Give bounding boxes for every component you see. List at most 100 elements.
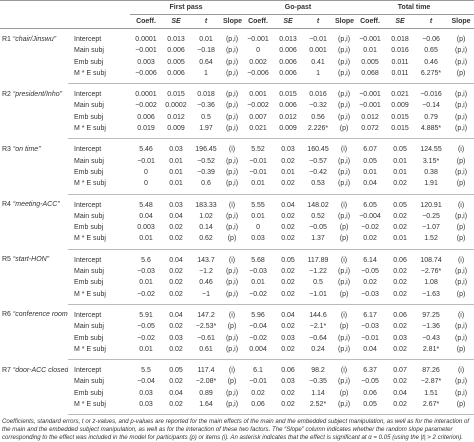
cell: 0.02 [393, 279, 407, 287]
cell: 0.01 [386, 233, 415, 250]
cell: 0.02 [281, 212, 295, 220]
effect-label: Intercept [74, 367, 102, 375]
table-row: R5 “start-HON” Intercept 5.6 0.04 143.7 (i) 5.… [0, 249, 474, 266]
cell: (i) [457, 201, 465, 209]
cell: 0.06 [363, 389, 377, 397]
cell: (p,i) [337, 268, 351, 276]
cell: 0.015 [279, 91, 297, 99]
cell: 0.02 [393, 224, 407, 232]
cell: 0.05 [363, 157, 377, 165]
cell: (p,i) [225, 91, 239, 99]
column-header-row: Coeff. SE t Slope Coeff. SE t Slope Coeff. SE t Slo… [0, 14, 474, 29]
cell: 0.009 [162, 123, 190, 140]
cell: 0.007 [249, 113, 267, 121]
cell: 6.1 [253, 367, 263, 375]
cell: 120.91 [420, 201, 442, 209]
cell: (i) [340, 367, 348, 375]
cell: 108.74 [420, 256, 442, 264]
table-row: R7 “door-ACC closed” Intercept 5.5 0.05 117.… [0, 360, 474, 377]
cell: (p,i) [225, 102, 239, 110]
cell: 0.03 [169, 146, 183, 154]
effect-label: Intercept [74, 91, 102, 99]
cell: (p,i) [337, 334, 351, 342]
cell: (p,i) [225, 279, 239, 287]
cell: 0.38 [424, 168, 438, 176]
cell: 0.03 [139, 389, 153, 397]
cell: 1.37 [302, 233, 335, 250]
cell: 0.52 [311, 212, 325, 220]
cell: −0.42 [309, 168, 327, 176]
cell: (p,i) [455, 279, 468, 287]
cell: (p,i) [455, 212, 468, 220]
cell: (p) [456, 224, 466, 232]
cell: (i) [228, 311, 236, 319]
cell: 0.04 [354, 343, 387, 361]
group-header: First pass [130, 0, 243, 15]
cell: 0.012 [167, 113, 185, 121]
results-table: First pass Go-past Total time Coeff. SE t Slo… [0, 0, 474, 416]
effect-label: Emb subj [74, 389, 104, 397]
table-row: Emb subj 0.003 0.005 0.64 (p,i) 0.002 0.006 0.4… [0, 57, 474, 68]
cell: 5.48 [139, 201, 153, 209]
cell: (p,i) [337, 113, 351, 121]
cell: 124.55 [420, 146, 442, 154]
cell: 0.015 [167, 91, 185, 99]
cell: 0.6 [190, 178, 222, 195]
effect-label: Emb subj [74, 334, 104, 342]
column-header: t [190, 14, 222, 29]
cell: (p,i) [334, 399, 355, 416]
cell: 0.65 [424, 47, 438, 55]
cell: (p) [339, 323, 349, 331]
effect-label: Intercept [74, 201, 102, 209]
cell: −0.02 [242, 288, 275, 305]
cell: 117.89 [307, 256, 329, 264]
effect-label: Main subj [74, 47, 104, 55]
region-label: R2 “president/Inho” [0, 84, 68, 139]
cell: (p) [448, 343, 474, 361]
cell: −0.002 [247, 102, 269, 110]
region-name: “chair/Jinswu” [12, 36, 57, 43]
table-row: M * E subj −0.006 0.006 1 (p,i) −0.006 0.006 1(… [0, 67, 474, 85]
region-label: R1 “chair/Jinswu” [0, 29, 68, 84]
effect-label: Main subj [74, 323, 104, 331]
cell: 0.011 [391, 58, 409, 66]
cell: 0.013 [279, 36, 297, 43]
cell: −0.05 [361, 378, 379, 386]
cell: (p,i) [337, 378, 351, 386]
cell: −2.53* [195, 323, 217, 331]
region-label: R4 “meeting-ACC” [0, 194, 68, 249]
column-header: Coeff. [354, 14, 387, 29]
cell: −0.61 [197, 334, 215, 342]
cell: 0.006 [279, 58, 297, 66]
effect-label: M * E subj [68, 399, 130, 416]
effect-label: Main subj [74, 102, 104, 110]
cell: 0.009 [274, 123, 303, 140]
cell: 117.4 [197, 367, 215, 375]
cell: −0.006 [242, 67, 275, 85]
group-header: Go-past [242, 0, 355, 15]
cell: 5.52 [251, 146, 265, 154]
cell: (p) [339, 389, 349, 397]
cell: (p,i) [225, 389, 239, 397]
cell: 1.14 [311, 389, 325, 397]
cell: (p,i) [337, 279, 351, 287]
region-id: R6 [2, 311, 11, 319]
effect-label: Emb subj [74, 168, 104, 176]
cell: (p,i) [222, 67, 243, 85]
cell: (p,i) [448, 123, 474, 140]
table-row: R6 “conference room” Intercept 5.91 0.04 147… [0, 304, 474, 321]
cell: −0.004 [359, 212, 381, 220]
cell: −0.57 [309, 157, 327, 165]
cell: 0.021 [391, 91, 409, 99]
region-id: R1 [2, 36, 11, 43]
cell: 0.018 [197, 91, 215, 99]
table-row: M * E subj −0.02 0.02 −1 (p,i) −0.02 0.02 −1.01… [0, 288, 474, 305]
cell: −0.01 [249, 168, 267, 176]
cell: 1.08 [424, 279, 438, 287]
column-header: Coeff. [130, 14, 162, 29]
cell: 1.51 [424, 389, 438, 397]
cell: (p,i) [222, 399, 243, 416]
cell: 0.02 [386, 178, 415, 195]
cell: 0.02 [169, 378, 183, 386]
cell: 1.52 [414, 233, 449, 250]
